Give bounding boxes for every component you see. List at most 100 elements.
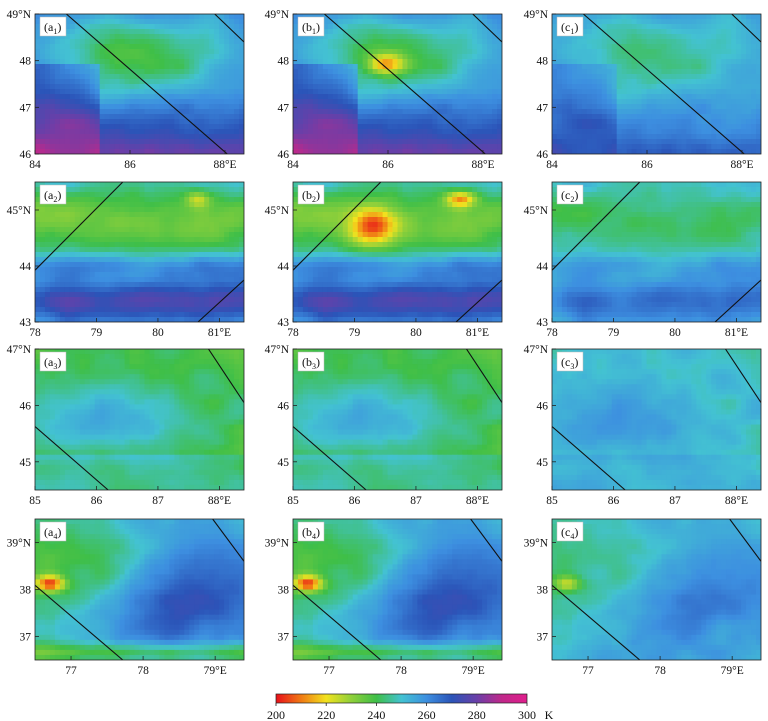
heat-cell: [94, 119, 101, 125]
heat-cell: [229, 237, 235, 243]
heat-cell: [571, 99, 578, 105]
heat-cell: [184, 84, 190, 90]
heat-cell: [119, 99, 126, 105]
heat-cell: [189, 312, 195, 318]
heat-cell: [164, 74, 170, 80]
heat-cell: [149, 217, 156, 223]
heat-cell: [472, 89, 478, 95]
heat-cell: [39, 109, 46, 115]
heat-cell: [302, 54, 309, 60]
heat-cell: [219, 307, 225, 313]
heat-cell: [174, 144, 180, 150]
heat-cell: [751, 94, 757, 100]
heat-cell: [661, 99, 668, 105]
heat-cell: [189, 89, 195, 95]
heat-cell: [99, 149, 106, 154]
heat-cell: [721, 124, 727, 130]
heat-cell: [417, 19, 423, 25]
heat-cell: [352, 139, 359, 145]
heat-cell: [457, 114, 463, 120]
heat-cell: [651, 144, 658, 150]
heat-cell: [442, 64, 448, 70]
heat-cell: [357, 94, 364, 100]
heat-cell: [104, 287, 111, 293]
heat-cell: [736, 29, 742, 35]
heat-cell: [49, 109, 56, 115]
heat-cell: [35, 182, 41, 188]
heat-cell: [606, 129, 613, 135]
heat-cell: [169, 119, 175, 125]
heat-cell: [352, 134, 359, 140]
heat-cell: [119, 14, 126, 20]
heat-cell: [417, 129, 423, 135]
heat-cell: [234, 79, 240, 85]
heat-cell: [671, 94, 678, 100]
heat-cell: [293, 39, 299, 45]
heat-cell: [114, 282, 121, 288]
heat-cell: [114, 124, 121, 130]
heat-cell: [214, 34, 220, 40]
heat-cell: [392, 64, 399, 70]
heat-cell: [342, 149, 349, 154]
heat-cell: [209, 104, 215, 110]
heat-cell: [686, 74, 692, 80]
heat-cell: [631, 109, 638, 115]
heat-cell: [74, 49, 81, 55]
heat-cell: [234, 54, 240, 60]
heat-cell: [64, 59, 71, 65]
heat-cell: [611, 99, 618, 105]
heat-cell: [621, 109, 628, 115]
heat-cell: [119, 54, 126, 60]
heat-cell: [626, 34, 633, 40]
panel-frame: [551, 13, 762, 155]
heat-cell: [307, 69, 314, 75]
heat-cell: [224, 144, 230, 150]
heat-cell: [631, 94, 638, 100]
heat-cell: [606, 84, 613, 90]
heat-cell: [35, 292, 41, 298]
heat-cell: [154, 317, 161, 322]
heat-cell: [362, 49, 369, 55]
heat-cell: [337, 197, 344, 203]
heat-cell: [641, 109, 648, 115]
heat-cell: [726, 144, 732, 150]
heat-cell: [487, 139, 493, 145]
heat-cell: [736, 104, 742, 110]
heat-cell: [352, 74, 359, 80]
heat-cell: [686, 64, 692, 70]
panel-0-0-field: [35, 14, 244, 154]
heat-cell: [194, 34, 200, 40]
heat-cell: [109, 39, 116, 45]
heat-cell: [164, 292, 170, 298]
heat-cell: [352, 34, 359, 40]
heat-cell: [467, 187, 473, 193]
heat-cell: [69, 197, 76, 203]
heat-cell: [199, 54, 205, 60]
heat-cell: [189, 202, 195, 208]
heat-cell: [482, 124, 488, 130]
heat-cell: [412, 202, 419, 208]
heat-cell: [691, 14, 697, 20]
heat-cell: [417, 29, 423, 35]
heat-cell: [184, 287, 190, 293]
heat-cell: [39, 79, 46, 85]
heat-cell: [114, 104, 121, 110]
heat-cell: [69, 282, 76, 288]
heat-cell: [711, 19, 717, 25]
heat-cell: [407, 59, 414, 65]
heat-cell: [104, 202, 111, 208]
heat-cell: [467, 19, 473, 25]
heat-cell: [174, 64, 180, 70]
heat-cell: [229, 139, 235, 145]
heat-cell: [179, 79, 185, 85]
heat-cell: [84, 302, 91, 308]
heat-cell: [492, 104, 498, 110]
heat-cell: [636, 144, 643, 150]
heat-cell: [169, 79, 175, 85]
heat-cell: [189, 39, 195, 45]
heat-cell: [666, 34, 673, 40]
heat-cell: [556, 94, 563, 100]
heat-cell: [179, 222, 185, 228]
heat-cell: [89, 197, 96, 203]
heat-cell: [54, 104, 61, 110]
